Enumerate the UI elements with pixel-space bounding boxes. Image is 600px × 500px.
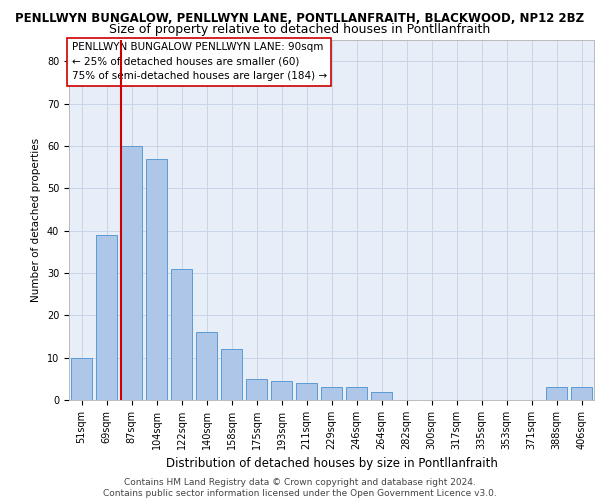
Text: Contains HM Land Registry data © Crown copyright and database right 2024.
Contai: Contains HM Land Registry data © Crown c…: [103, 478, 497, 498]
Bar: [571, 388, 592, 400]
Bar: [246, 379, 267, 400]
Y-axis label: Number of detached properties: Number of detached properties: [31, 138, 41, 302]
Bar: [196, 332, 217, 400]
X-axis label: Distribution of detached houses by size in Pontllanfraith: Distribution of detached houses by size …: [166, 458, 497, 470]
Bar: [146, 158, 167, 400]
Text: PENLLWYN BUNGALOW, PENLLWYN LANE, PONTLLANFRAITH, BLACKWOOD, NP12 2BZ: PENLLWYN BUNGALOW, PENLLWYN LANE, PONTLL…: [16, 12, 584, 24]
Text: Size of property relative to detached houses in Pontllanfraith: Size of property relative to detached ho…: [109, 22, 491, 36]
Bar: [221, 349, 242, 400]
Bar: [346, 388, 367, 400]
Bar: [96, 235, 117, 400]
Bar: [546, 388, 567, 400]
Bar: [371, 392, 392, 400]
Bar: [71, 358, 92, 400]
Bar: [296, 383, 317, 400]
Bar: [121, 146, 142, 400]
Bar: [321, 388, 342, 400]
Bar: [171, 268, 192, 400]
Bar: [271, 381, 292, 400]
Text: PENLLWYN BUNGALOW PENLLWYN LANE: 90sqm
← 25% of detached houses are smaller (60): PENLLWYN BUNGALOW PENLLWYN LANE: 90sqm ←…: [71, 42, 327, 82]
